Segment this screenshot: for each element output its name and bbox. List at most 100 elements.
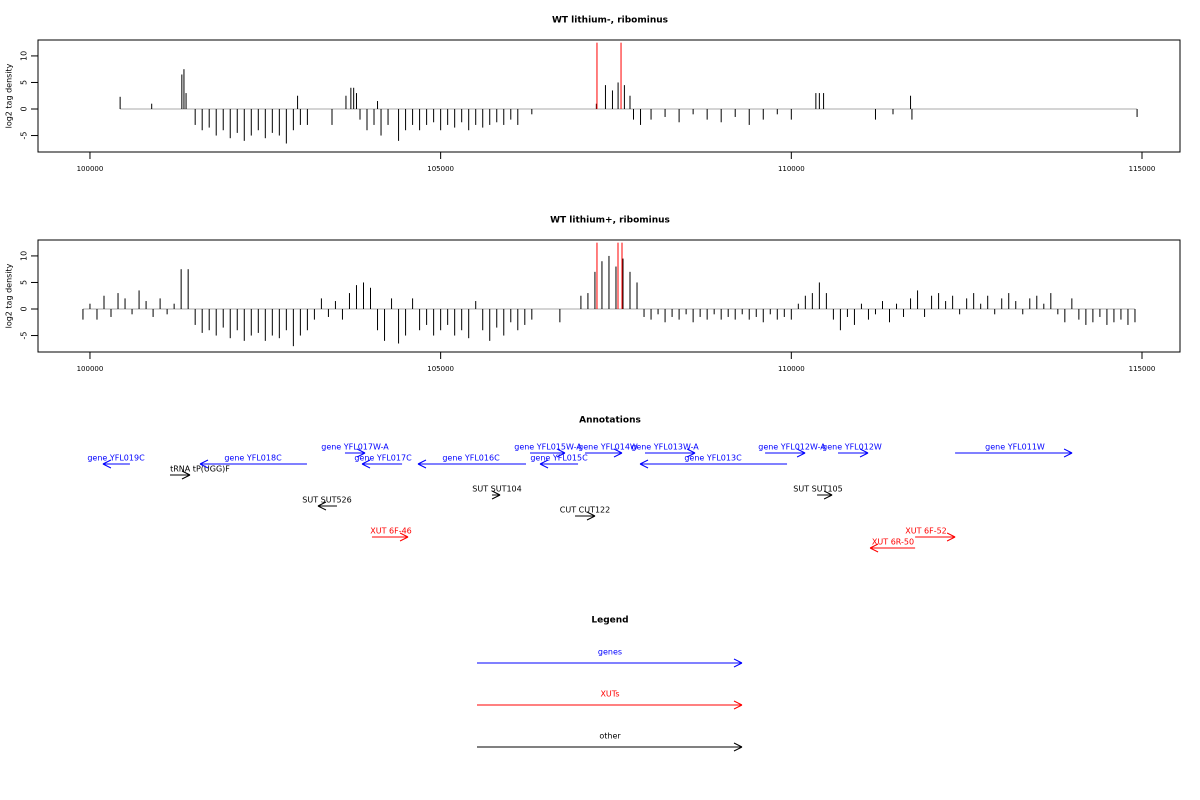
arrow-part [733, 662, 743, 668]
annotation-label: gene YFL019C [87, 454, 145, 463]
x-tick-label: 115000 [1129, 365, 1156, 373]
y-tick-label: 10 [20, 51, 29, 61]
arrow-part [181, 470, 191, 476]
arrow-part [946, 536, 956, 542]
y-tick-label: 0 [20, 306, 29, 311]
arrow-part [539, 463, 549, 469]
arrow-part [199, 463, 209, 469]
arrow-part [733, 704, 743, 710]
arrow-part [491, 490, 501, 496]
annotation-arrow [199, 459, 307, 469]
legend-title: Legend [591, 616, 628, 626]
x-tick-label: 105000 [427, 165, 454, 173]
arrow-part [1063, 448, 1073, 454]
arrow-part [539, 459, 549, 465]
annotation-label: gene YFL018C [224, 454, 282, 463]
arrow-part [491, 494, 501, 500]
arrow-part [356, 452, 366, 458]
arrow-part [823, 494, 833, 500]
y-tick-label: 10 [20, 251, 29, 261]
annotation-label: gene YFL013C [684, 454, 742, 463]
annotation-label: gene YFL017W-A [321, 443, 389, 452]
legend-arrow [477, 658, 743, 668]
annotations-title: Annotations [579, 416, 641, 426]
annotation-arrow [102, 459, 130, 469]
annotation-arrow [169, 470, 191, 480]
annotation-arrow [585, 448, 623, 458]
annotation-label: gene YFL012W-A [758, 443, 826, 452]
arrow-part [613, 452, 623, 458]
y-tick-label: -5 [20, 332, 29, 340]
annotation-label: gene YFL015W-A [514, 443, 582, 452]
arrow-part [399, 532, 409, 538]
y-axis-label: log2 tag density [5, 263, 14, 328]
annotation-arrow [645, 448, 696, 458]
arrow-part [317, 505, 327, 511]
arrow-part [586, 515, 596, 521]
annotation-label: gene YFL016C [442, 454, 500, 463]
arrow-part [556, 452, 566, 458]
annotation-label: XUT 6R-50 [872, 538, 914, 547]
chart-title: WT lithium-, ribominus [552, 16, 668, 26]
arrow-part [399, 536, 409, 542]
arrow-part [733, 746, 743, 752]
legend-arrow [477, 700, 743, 710]
annotation-arrow [417, 459, 526, 469]
annotation-arrow [955, 448, 1073, 458]
arrow-part [102, 463, 112, 469]
annotation-label: gene YFL015C [530, 454, 588, 463]
annotation-label: SUT SUT526 [302, 496, 351, 505]
arrow-part [733, 742, 743, 748]
legend-label: other [599, 732, 621, 741]
arrow-part [639, 459, 649, 465]
y-tick-label: 5 [20, 80, 29, 85]
annotation-arrow [915, 532, 956, 542]
annotation-label: SUT SUT104 [472, 485, 521, 494]
arrow-part [869, 543, 879, 549]
arrow-part [361, 463, 371, 469]
x-tick-label: 110000 [778, 165, 805, 173]
arrow-part [181, 474, 191, 480]
arrow-part [586, 511, 596, 517]
annotation-label: CUT CUT122 [560, 506, 610, 515]
x-tick-label: 110000 [778, 365, 805, 373]
arrow-part [317, 501, 327, 507]
plot-frame [37, 39, 1181, 153]
annotation-arrow [371, 532, 409, 542]
arrow-part [1063, 452, 1073, 458]
arrow-part [796, 452, 806, 458]
annotation-label: gene YFL017C [354, 454, 412, 463]
annotation-label: gene YFL012W [822, 443, 882, 452]
arrow-part [417, 459, 427, 465]
arrow-part [361, 459, 371, 465]
arrow-part [733, 658, 743, 664]
annotation-arrow [639, 459, 788, 469]
y-tick-label: 0 [20, 106, 29, 111]
arrow-part [102, 459, 112, 465]
annotation-label: gene YFL013W-A [631, 443, 699, 452]
annotation-arrow [869, 543, 916, 553]
annotation-arrow [529, 448, 566, 458]
x-tick-label: 100000 [77, 365, 104, 373]
y-tick-label: -5 [20, 132, 29, 140]
arrow-part [556, 448, 566, 454]
legend-label: genes [598, 648, 622, 657]
annotation-label: SUT SUT105 [793, 485, 842, 494]
legend-arrow [477, 742, 743, 752]
arrow-part [639, 463, 649, 469]
annotation-label: XUT 6F-46 [370, 527, 412, 536]
annotation-arrow [491, 490, 501, 500]
x-tick-label: 105000 [427, 365, 454, 373]
arrow-part [417, 463, 427, 469]
annotation-arrow [575, 511, 596, 521]
x-tick-label: 115000 [1129, 165, 1156, 173]
arrow-part [823, 490, 833, 496]
annotation-arrow [539, 459, 579, 469]
annotation-arrow [344, 448, 366, 458]
annotation-label: gene YFL014W [578, 443, 638, 452]
annotation-label: tRNA tP(UGG)F [170, 465, 230, 474]
annotation-label: XUT 6F-52 [905, 527, 947, 536]
plot-frame [37, 239, 1181, 353]
arrow-part [733, 700, 743, 706]
